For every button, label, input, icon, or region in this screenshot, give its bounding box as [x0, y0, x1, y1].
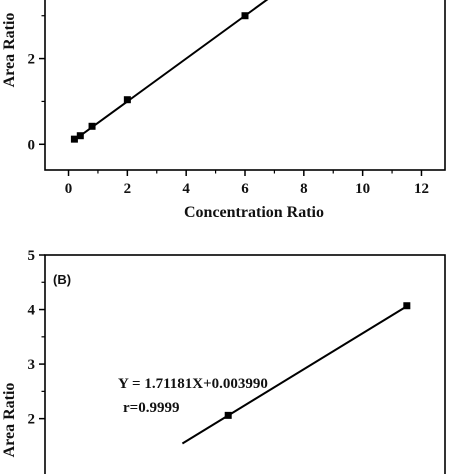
panel-a-y-tick-label: 0 — [28, 137, 36, 153]
panel-a-x-tick-label: 2 — [124, 181, 132, 197]
panel-a-x-tick-label: 0 — [65, 181, 73, 197]
panel-b-y-tick-label: 4 — [28, 303, 36, 319]
panel-a-x-tick-label: 12 — [414, 181, 429, 197]
panel-b-axes-frame — [44, 254, 446, 474]
panel-a-data-point — [76, 132, 84, 140]
correlation-coefficient: r=0.9999 — [123, 400, 179, 416]
panel-a-x-tick-label: 8 — [300, 181, 308, 197]
panel-a: 0 2 4 6 8 10 12 0 2 Concentration Ratio Area Rat… — [1, 0, 446, 221]
panel-a-data-point — [241, 12, 249, 20]
panel-b-data-point — [224, 411, 232, 419]
panel-a-x-tick-label: 6 — [241, 181, 249, 197]
panel-b-y-tick-label: 3 — [28, 357, 36, 373]
panel-b-y-tick-label: 2 — [28, 412, 36, 428]
panel-a-data-point — [123, 96, 131, 104]
panel-a-fit-line — [73, 0, 269, 141]
regression-equation: Y = 1.71181X+0.003990 — [118, 376, 268, 392]
panel-a-x-tick-label: 4 — [182, 181, 190, 197]
panel-a-x-tick-label: 10 — [355, 181, 370, 197]
panel-a-axes-frame — [44, 0, 446, 171]
panel-a-ticks: 0 2 4 6 8 10 12 0 2 — [28, 15, 429, 197]
panel-b-data-point — [403, 302, 411, 310]
panel-a-x-axis-title: Concentration Ratio — [184, 204, 324, 221]
panel-a-data-point — [70, 135, 78, 143]
panel-b-y-axis-title: Area Ratio — [1, 383, 18, 458]
panel-b-label: (B) — [53, 272, 71, 287]
panel-b-ticks: 2 3 4 5 — [28, 248, 45, 428]
panel-a-data-point — [88, 122, 96, 130]
panel-a-points — [70, 12, 249, 143]
panel-a-y-axis-title: Area Ratio — [1, 13, 18, 88]
panel-b-fit-line — [181, 305, 408, 445]
panel-a-y-tick-label: 2 — [28, 52, 36, 68]
panel-b-points — [224, 302, 411, 419]
panel-b-y-tick-label: 5 — [28, 248, 36, 264]
